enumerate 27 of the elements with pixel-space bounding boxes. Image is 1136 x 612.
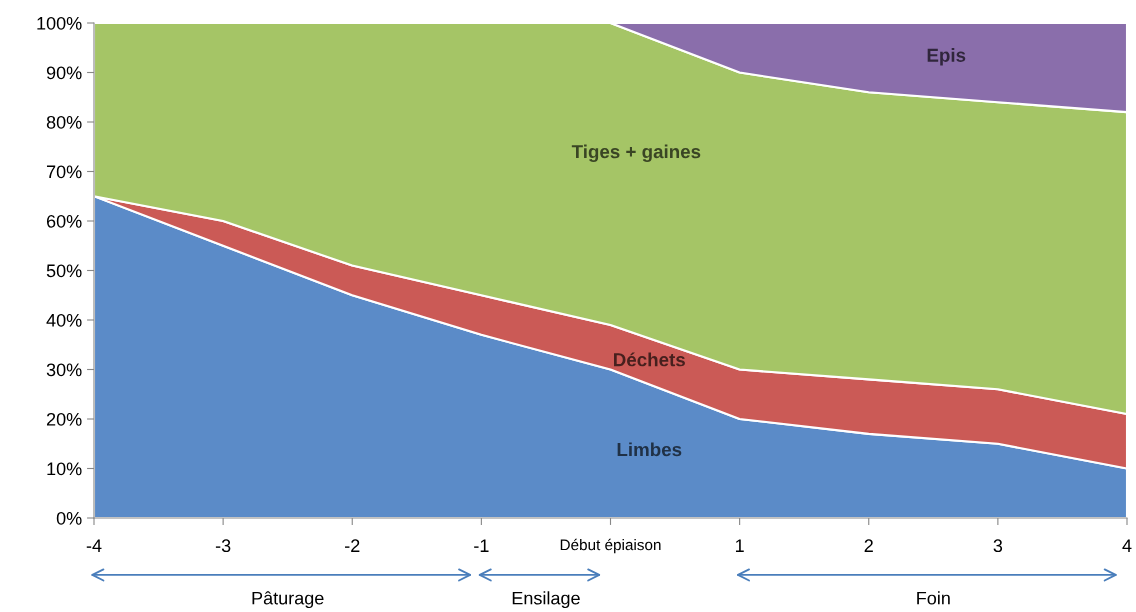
x-tick-label: -3: [215, 539, 231, 553]
y-tick-label: 100%: [37, 16, 82, 30]
x-tick-label: 2: [864, 539, 873, 552]
x-tick-label: -4: [86, 539, 102, 552]
y-tick-label: 0%: [56, 511, 82, 525]
x-tick-label: 3: [993, 539, 1003, 553]
y-tick-label: 40%: [46, 313, 82, 327]
y-tick-label: 80%: [46, 115, 82, 129]
y-tick-label: 10%: [47, 462, 82, 476]
y-tick-label: 90%: [46, 66, 82, 80]
x-tick-label: Début épiaison: [560, 538, 661, 554]
x-tick-label: 4: [1122, 539, 1132, 552]
y-tick-label: 30%: [46, 363, 82, 377]
y-tick-label: 70%: [46, 165, 82, 179]
series-label: Déchets: [614, 352, 685, 367]
series-label: Epis: [927, 48, 966, 66]
x-tick-label: 1: [735, 539, 744, 552]
series-label: Tiges + gaines: [571, 144, 701, 163]
text: Ensilage: [512, 591, 580, 609]
text: Pâturage: [252, 591, 324, 609]
y-tick-label: 20%: [46, 412, 82, 426]
text: Foin: [917, 591, 950, 605]
x-tick-label: -1: [474, 539, 489, 552]
y-tick-label: 50%: [46, 264, 82, 278]
y-tick-label: 60%: [46, 214, 82, 228]
x-tick-label: -2: [345, 539, 360, 552]
series-label: Limbes: [617, 442, 682, 457]
